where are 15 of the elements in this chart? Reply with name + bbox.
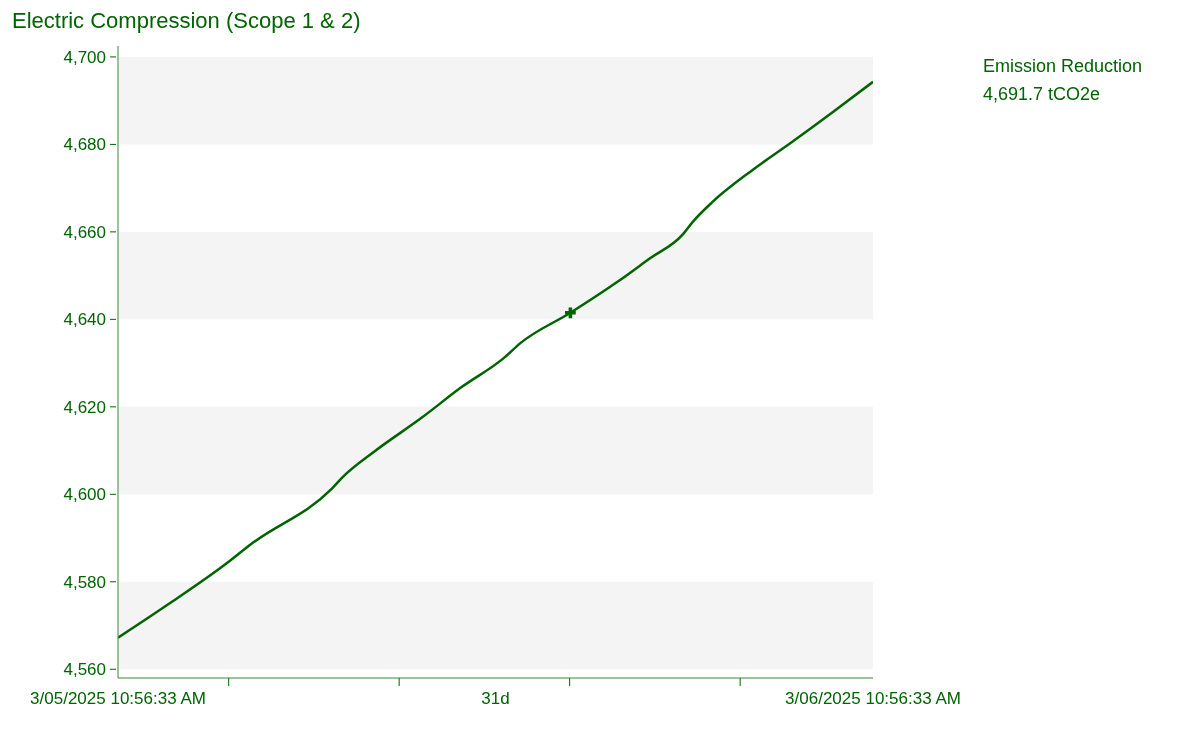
y-tick-label: 4,640 xyxy=(63,310,106,330)
y-tick-label: 4,560 xyxy=(63,660,106,680)
y-tick-label: 4,680 xyxy=(63,135,106,155)
y-tick-label: 4,600 xyxy=(63,485,106,505)
x-tick-label: 3/05/2025 10:56:33 AM xyxy=(30,689,206,708)
y-tick-label: 4,660 xyxy=(63,222,106,242)
x-tick-label: 3/06/2025 10:56:33 AM xyxy=(785,689,961,708)
x-tick-label: 31d xyxy=(481,689,510,708)
text: Emission Reduction xyxy=(983,55,1143,78)
y-tick-label: 4,580 xyxy=(63,572,106,592)
y-tick-label: 4,700 xyxy=(63,47,106,67)
chart-title: Electric Compression (Scope 1 & 2) xyxy=(11,8,362,35)
text: 4,691.7 tCO2e xyxy=(983,83,1102,106)
line-series xyxy=(118,80,873,640)
y-tick-label: 4,620 xyxy=(63,397,106,417)
